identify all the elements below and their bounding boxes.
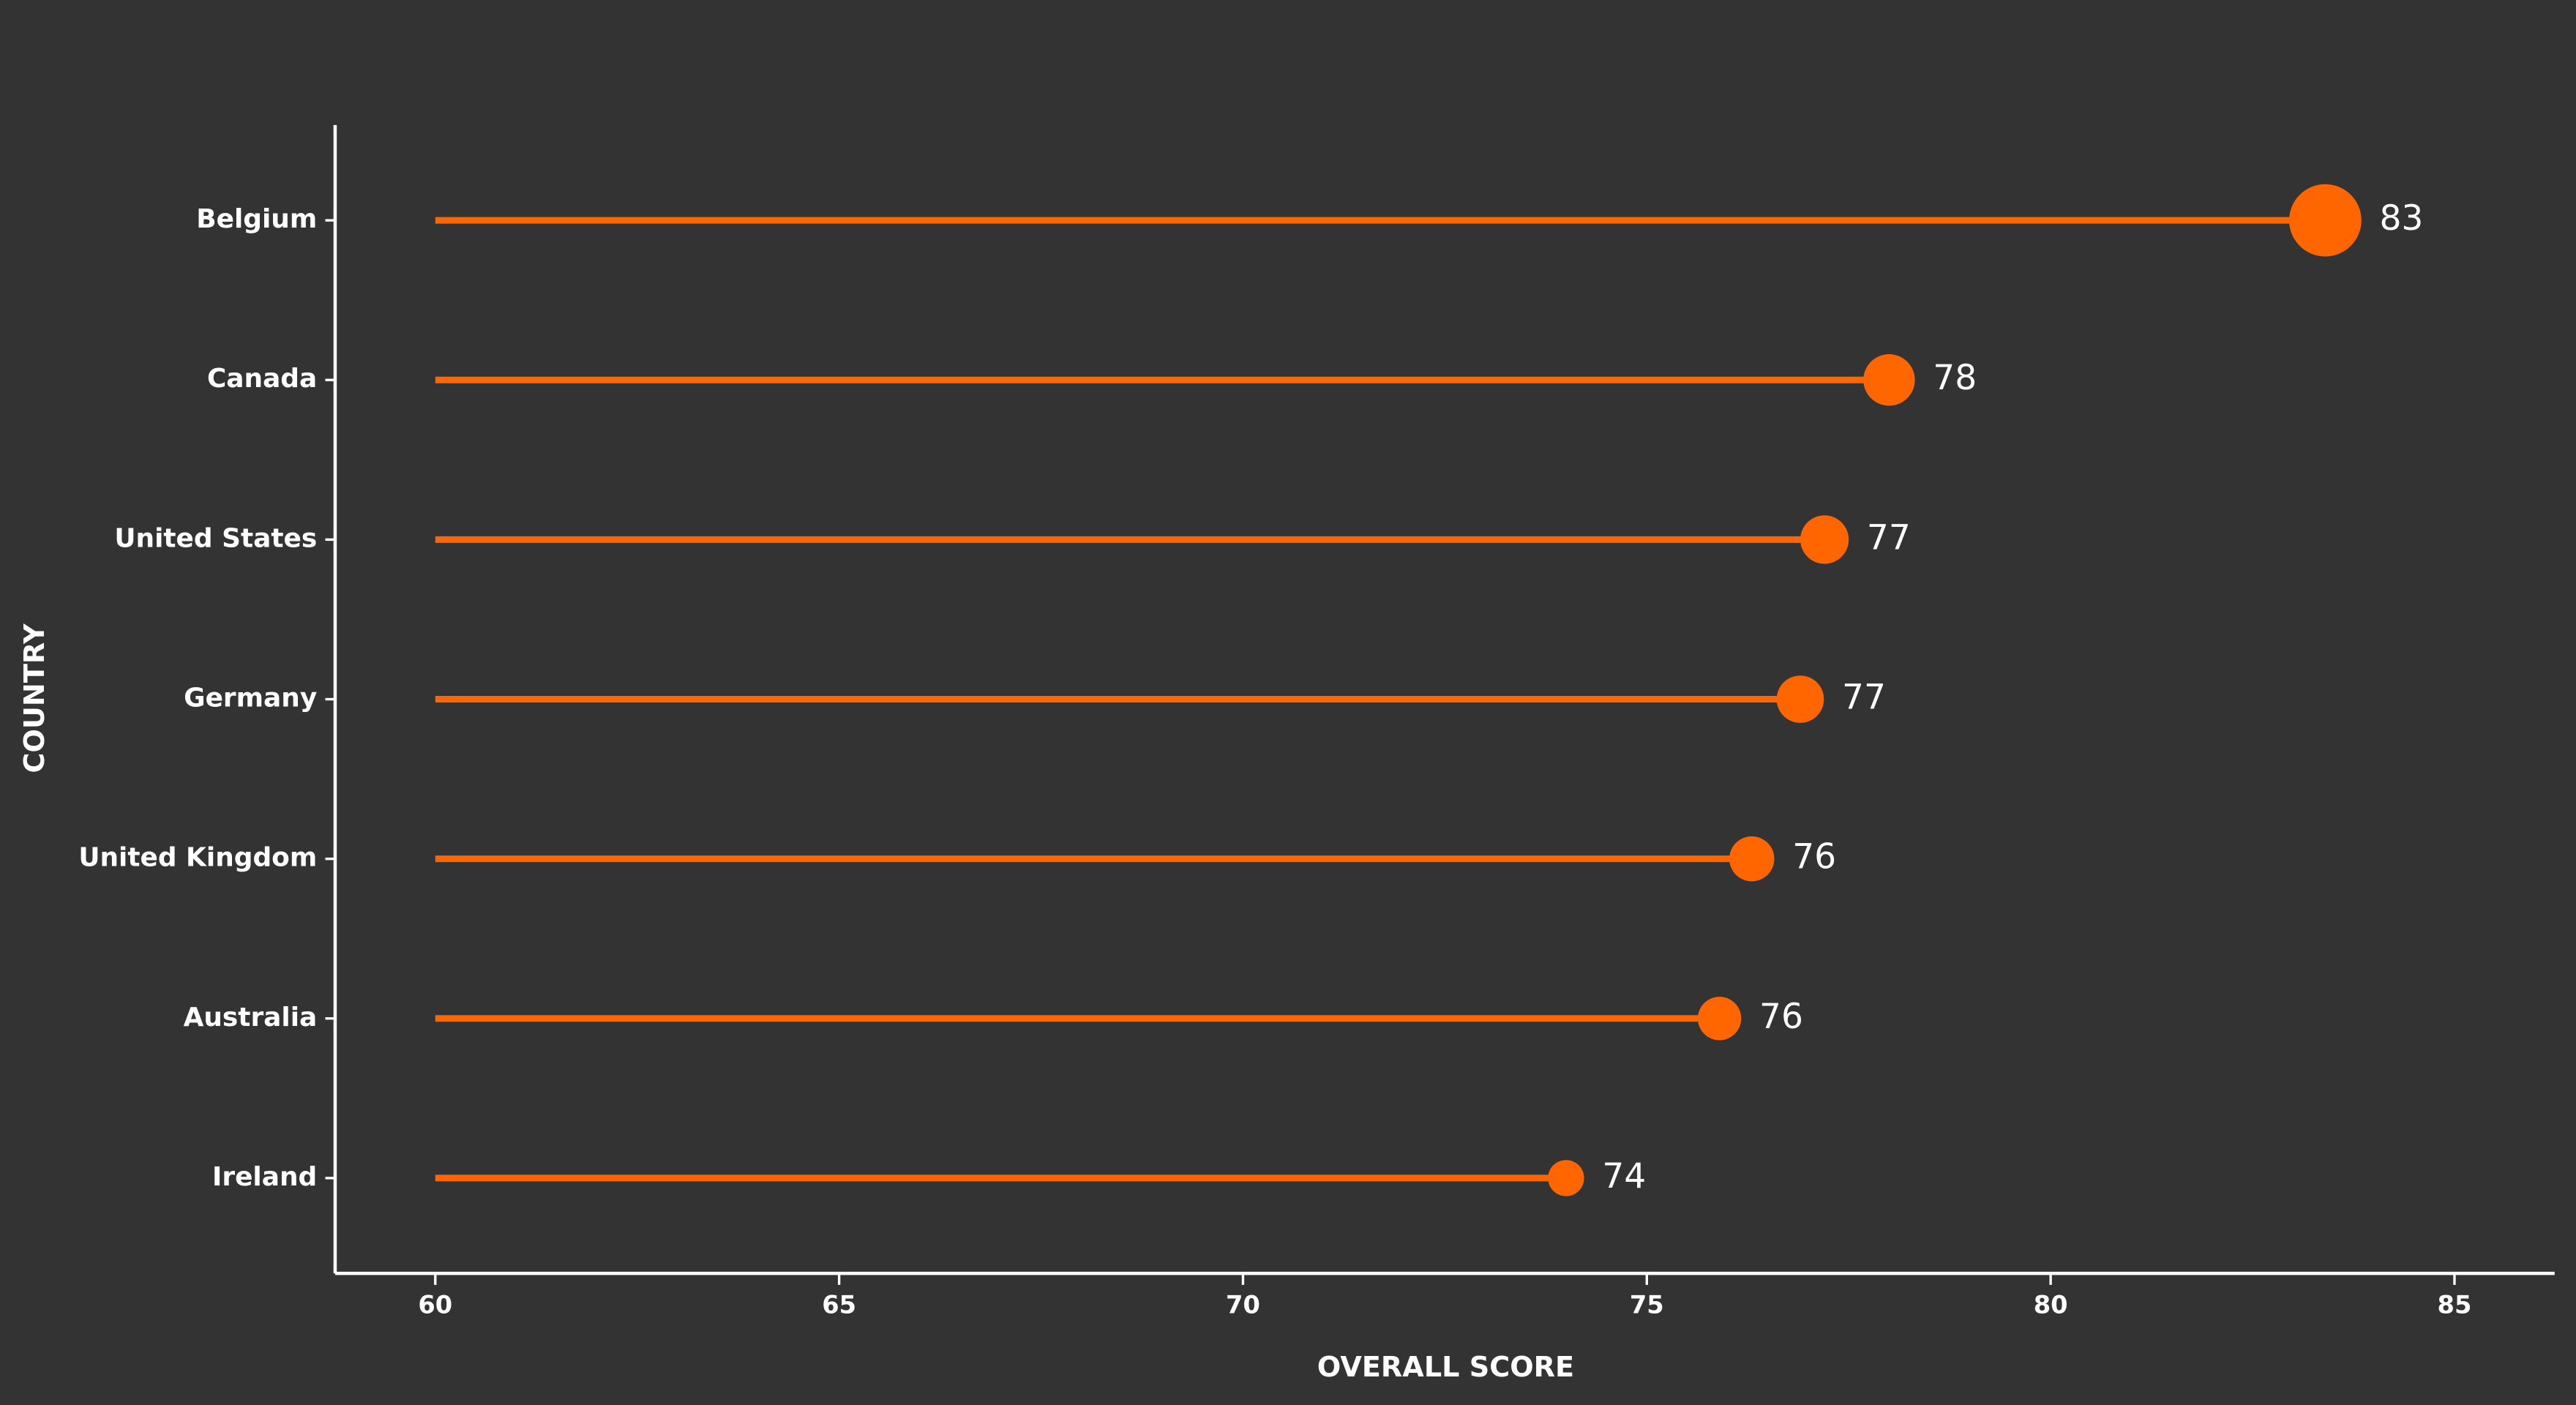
x-tick-label: 75	[1630, 1290, 1664, 1319]
dot	[1548, 1160, 1584, 1196]
y-tick-label: United Kingdom	[78, 843, 317, 873]
dot	[1863, 354, 1915, 406]
value-label: 78	[1933, 358, 1977, 398]
y-tick-label: Ireland	[212, 1162, 317, 1192]
y-tick-label: United States	[114, 523, 317, 553]
y-tick-label: Australia	[184, 1003, 318, 1033]
dot	[1776, 675, 1824, 723]
y-tick-label: Belgium	[196, 204, 317, 234]
y-tick-label: Canada	[207, 364, 317, 394]
y-tick-label: Germany	[184, 683, 317, 713]
dot	[2288, 184, 2362, 257]
value-label: 76	[1759, 997, 1803, 1037]
value-label: 74	[1602, 1156, 1646, 1196]
dot	[1800, 515, 1849, 564]
value-label: 83	[2379, 198, 2423, 239]
value-label: 77	[1842, 678, 1886, 718]
x-tick-label: 85	[2438, 1290, 2472, 1319]
x-tick-label: 70	[1226, 1290, 1260, 1319]
value-label: 77	[1867, 517, 1911, 558]
y-axis-title: COUNTRY	[18, 623, 50, 773]
x-tick-label: 80	[2034, 1290, 2068, 1319]
value-label: 76	[1792, 837, 1836, 877]
x-tick-label: 65	[822, 1290, 856, 1319]
x-axis-title: OVERALL SCORE	[1317, 1351, 1574, 1383]
dot	[1729, 836, 1775, 882]
x-tick-label: 60	[418, 1290, 452, 1319]
dot	[1697, 997, 1742, 1041]
